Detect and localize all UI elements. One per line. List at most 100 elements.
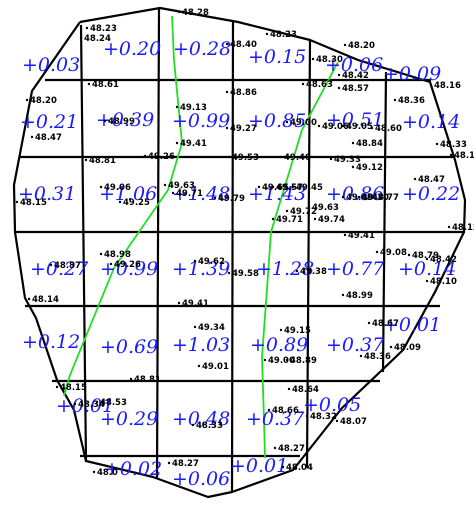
elevation-point — [84, 158, 88, 162]
elevation-point — [343, 43, 347, 47]
elevation-label-e78: 48.66 — [272, 406, 299, 416]
elevation-label-e29: 49.53 — [232, 153, 259, 163]
elevation-label-e65: 49.34 — [198, 323, 225, 333]
elevation-point — [449, 153, 453, 157]
elevation-point — [425, 279, 429, 283]
elevation-point — [118, 200, 122, 204]
elevation-label-e76: 48.53 — [100, 398, 127, 408]
elevation-label-e6: 48.30 — [316, 55, 343, 65]
elevation-point — [351, 165, 355, 169]
cell-value-c33: +0.37 — [246, 408, 305, 430]
cell-value-c20: +1.39 — [172, 258, 230, 280]
grid-lines — [14, 7, 465, 493]
cell-value-c11: +0.14 — [402, 111, 460, 133]
elevation-label-e73: 48.81 — [134, 375, 161, 385]
elevation-point — [225, 42, 229, 46]
elevation-point — [163, 183, 167, 187]
elevation-label-e71: 48.36 — [364, 352, 391, 362]
elevation-point — [177, 301, 181, 305]
elevation-label-e52: 48.98 — [104, 250, 131, 260]
elevation-label-e72: 48.09 — [394, 343, 421, 353]
elevation-label-e45: 49.63 — [312, 203, 339, 213]
elevation-point — [295, 269, 299, 273]
elevation-label-e14: 48.36 — [398, 96, 425, 106]
elevation-label-e58: 48.87 — [54, 261, 81, 271]
elevation-point — [87, 82, 91, 86]
cell-value-c36: +0.06 — [172, 468, 230, 490]
elevation-point — [341, 293, 345, 297]
cell-value-c37: +0.01 — [230, 455, 288, 477]
elevation-point — [267, 408, 271, 412]
elevation-point — [281, 465, 285, 469]
elevation-point — [271, 185, 275, 189]
cell-value-c27: +0.89 — [250, 334, 308, 356]
elevation-label-e30: 49.40 — [284, 153, 311, 163]
elevation-label-e12: 48.20 — [30, 96, 57, 106]
cell-value-c19: +0.99 — [100, 258, 158, 280]
elevation-label-e0: 48.23 — [90, 24, 117, 34]
elevation-label-e81: 48.33 — [196, 421, 223, 431]
elevation-label-e83: 48.27 — [172, 459, 199, 469]
elevation-point — [30, 135, 34, 139]
elevation-point — [447, 225, 451, 229]
elevation-point — [367, 321, 371, 325]
elevation-point — [55, 385, 59, 389]
elevation-point — [341, 124, 345, 128]
cell-value-c5: +0.09 — [383, 63, 441, 85]
elevation-point — [285, 209, 289, 213]
elevation-label-e21: 49.05 — [346, 122, 373, 132]
cell-value-c29: +0.01 — [383, 314, 441, 336]
elevation-label-e79: 48.32 — [310, 412, 337, 422]
elevation-point — [171, 191, 175, 195]
elevation-label-e4: 48.23 — [270, 30, 297, 40]
elevation-point — [337, 86, 341, 90]
elevation-label-e19: 49.00 — [290, 118, 317, 128]
elevation-label-e2: 48.28 — [182, 8, 209, 18]
elevation-point — [263, 358, 267, 362]
elevation-point — [285, 120, 289, 124]
cell-value-c4: +0.06 — [325, 54, 383, 76]
elevation-point — [370, 126, 374, 130]
elevation-point — [197, 364, 201, 368]
elevation-point — [225, 90, 229, 94]
cell-value-c13: +1.06 — [99, 183, 157, 205]
elevation-label-e64: 49.41 — [182, 299, 209, 309]
elevation-label-e48: 48.47 — [418, 175, 445, 185]
green-path-right — [261, 61, 339, 459]
cell-value-c14: +1.48 — [172, 183, 230, 205]
grid-v-line — [155, 7, 161, 479]
elevation-point — [27, 297, 31, 301]
elevation-label-e59: 49.58 — [232, 269, 259, 279]
elevation-point — [191, 423, 195, 427]
elevation-point — [15, 200, 19, 204]
cell-value-c10: +0.51 — [326, 109, 384, 131]
elevation-label-e20: 49.06 — [322, 122, 349, 132]
elevation-point — [341, 195, 345, 199]
elevation-point — [85, 26, 89, 30]
elevation-label-e1: 48.24 — [84, 34, 111, 44]
cell-value-c21: +1.28 — [256, 258, 314, 280]
elevation-point — [393, 98, 397, 102]
elevation-point — [359, 354, 363, 358]
elevation-point — [25, 98, 29, 102]
elevation-label-e15: 49.13 — [180, 103, 207, 113]
elevation-label-e55: 49.08 — [380, 248, 407, 258]
elevation-point — [92, 470, 96, 474]
elevation-point — [257, 185, 261, 189]
elevation-label-e68: 49.01 — [202, 362, 229, 372]
cell-value-c18: +0.27 — [30, 258, 89, 280]
elevation-point — [357, 195, 361, 199]
cell-value-c7: +0.39 — [96, 109, 154, 131]
elevation-label-e33: 49.63 — [168, 181, 195, 191]
elevation-label-e74: 48.15 — [60, 383, 87, 393]
elevation-label-e70: 48.89 — [290, 356, 317, 366]
elevation-point — [95, 400, 99, 404]
elevation-label-e43: 48.77 — [372, 193, 399, 203]
elevation-point — [99, 252, 103, 256]
elevation-label-e60: 49.38 — [300, 267, 327, 277]
elevation-label-e24: 49.41 — [180, 139, 207, 149]
boundary — [12, 6, 467, 499]
elevation-point — [129, 377, 133, 381]
elevation-label-e50: 49.41 — [348, 231, 375, 241]
